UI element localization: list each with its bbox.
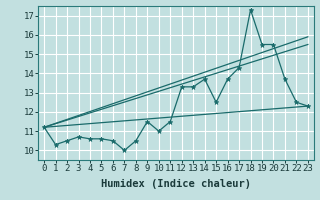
X-axis label: Humidex (Indice chaleur): Humidex (Indice chaleur) — [101, 179, 251, 189]
